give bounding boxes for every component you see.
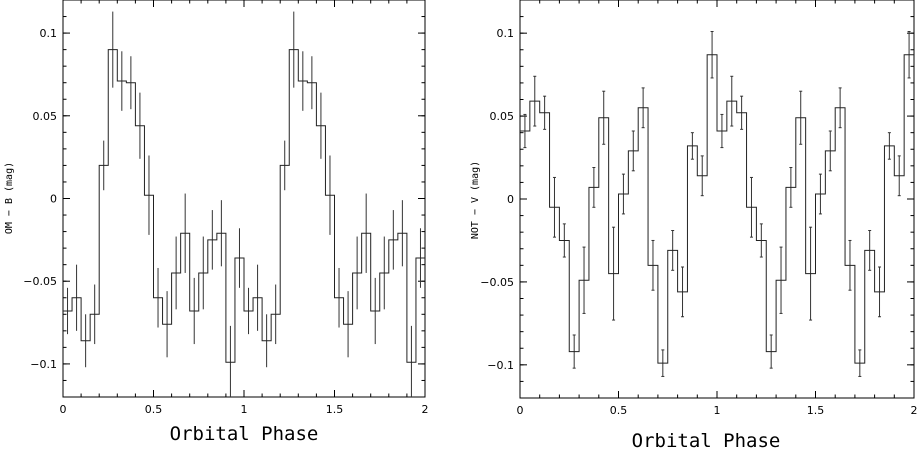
y-tick-label: −0.05 — [480, 276, 514, 289]
left-x-axis-label: Orbital Phase — [170, 423, 319, 445]
x-tick-label: 0.5 — [610, 404, 628, 417]
x-tick-label: 0.5 — [145, 403, 163, 416]
y-tick-label: 0 — [507, 193, 514, 206]
left-errorbars — [67, 11, 421, 397]
y-tick-label: 0.1 — [40, 27, 58, 40]
y-tick-label: 0 — [50, 193, 57, 206]
y-tick-label: −0.1 — [487, 359, 514, 372]
y-tick-label: 0.05 — [33, 110, 58, 123]
x-tick-label: 0 — [60, 403, 67, 416]
left-chart: 0 0.5 1 1.5 2 −0.1 −0.05 0 0.05 0.1 Orbital Phase… — [4, 0, 429, 445]
x-tick-label: 0 — [517, 404, 524, 417]
left-series-line — [63, 49, 425, 363]
right-axes: 0 0.5 1 1.5 2 −0.1 −0.05 0 0.05 0.1 — [480, 0, 918, 417]
y-tick-label: 0.05 — [490, 110, 515, 123]
x-tick-label: 2 — [911, 404, 918, 417]
left-y-axis-label: OM − B (mag) — [4, 162, 15, 234]
right-chart: 0 0.5 1 1.5 2 −0.1 −0.05 0 0.05 0.1 Orbital Phase… — [470, 0, 918, 449]
left-axes: 0 0.5 1 1.5 2 −0.1 −0.05 0 0.05 0.1 — [23, 0, 429, 416]
right-x-axis-label: Orbital Phase — [632, 430, 781, 449]
y-tick-label: 0.1 — [497, 27, 515, 40]
y-tick-label: −0.05 — [23, 275, 57, 288]
right-series-line — [520, 54, 914, 364]
x-tick-label: 1 — [714, 404, 721, 417]
x-tick-label: 2 — [422, 403, 429, 416]
x-tick-label: 1 — [241, 403, 248, 416]
right-y-axis-label: NOT − V (mag) — [470, 161, 481, 239]
y-tick-label: −0.1 — [30, 358, 57, 371]
x-tick-label: 1.5 — [326, 403, 344, 416]
x-tick-label: 1.5 — [807, 404, 825, 417]
